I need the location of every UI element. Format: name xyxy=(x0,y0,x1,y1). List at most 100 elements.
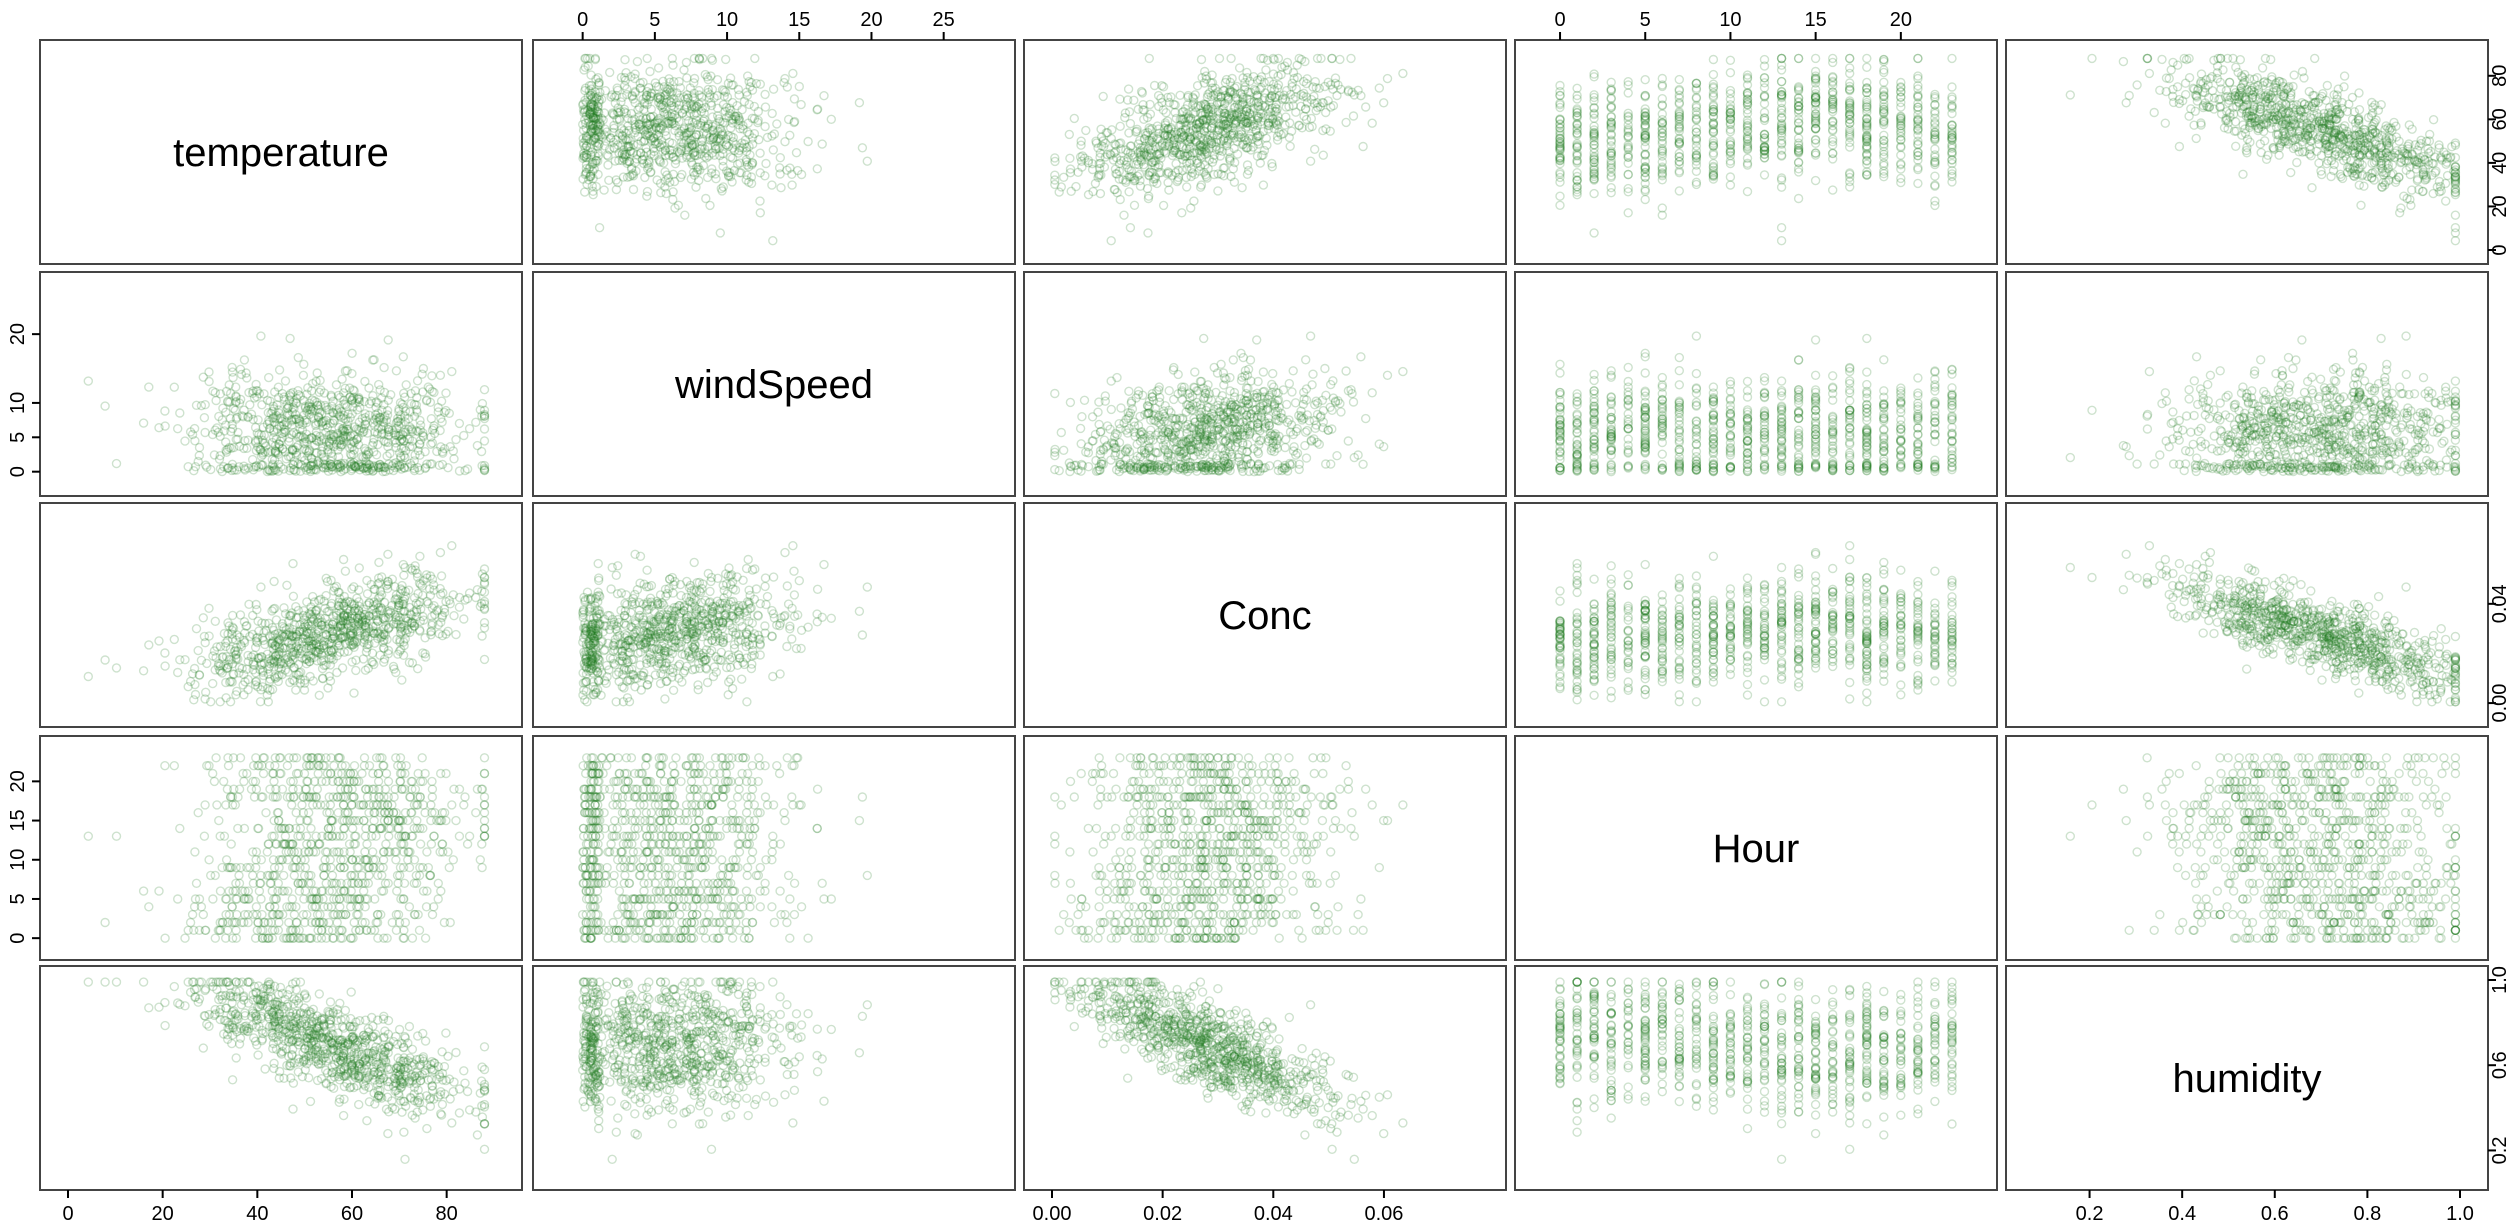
scatter-point xyxy=(587,108,597,118)
scatter-point xyxy=(705,200,715,211)
scatter-point xyxy=(586,169,596,180)
scatter-point xyxy=(1623,88,1633,98)
scatter-point xyxy=(374,379,384,390)
scatter-point xyxy=(1087,412,1098,422)
scatter-point xyxy=(711,135,721,146)
scatter-point xyxy=(1124,386,1134,396)
scatter-point xyxy=(669,93,679,104)
scatter-point xyxy=(689,147,699,158)
scatter-point xyxy=(1125,118,1136,129)
scatter-point xyxy=(581,53,591,64)
scatter-point xyxy=(602,150,612,160)
scatter-point xyxy=(594,107,604,118)
scatter-point xyxy=(617,131,628,141)
scatter-point xyxy=(591,155,602,166)
scatter-point xyxy=(715,136,725,146)
scatter-point xyxy=(606,92,616,102)
scatter-point xyxy=(1196,54,1207,65)
scatter-point xyxy=(1606,182,1616,193)
scatter-point xyxy=(583,131,593,141)
scatter-point xyxy=(1827,185,1838,195)
scatter-point xyxy=(661,89,671,100)
scatter-point xyxy=(735,142,745,153)
scatter-point xyxy=(615,106,626,117)
scatter-point xyxy=(583,114,594,125)
scatter-point xyxy=(621,67,631,78)
scatter-point xyxy=(692,167,702,178)
scatter-point xyxy=(364,383,374,393)
scatter-point xyxy=(689,53,700,64)
scatter-point xyxy=(1947,82,1957,92)
scatter-point xyxy=(654,118,665,128)
scatter-point xyxy=(1163,177,1173,188)
scatter-point xyxy=(659,95,669,105)
scatter-point xyxy=(619,125,629,136)
scatter-point xyxy=(582,53,593,64)
scatter-point xyxy=(682,152,692,163)
scatter-point xyxy=(723,141,734,152)
scatter-point xyxy=(649,150,659,161)
scatter-point xyxy=(614,113,624,124)
scatter-point xyxy=(635,83,646,93)
scatter-point xyxy=(611,134,621,145)
scatter-point xyxy=(714,133,724,143)
scatter-point xyxy=(623,142,633,152)
scatter-point xyxy=(660,126,670,137)
scatter-point xyxy=(1555,200,1565,211)
scatter-point xyxy=(641,90,652,101)
scatter-point xyxy=(707,125,717,136)
scatter-point xyxy=(588,113,598,123)
scatter-point xyxy=(594,127,605,138)
scatter-point xyxy=(586,84,596,94)
scatter-point xyxy=(194,450,205,461)
scatter-point xyxy=(347,348,357,358)
panel-temperature-vs-Conc xyxy=(1050,53,1408,246)
scatter-point xyxy=(1879,77,1889,88)
scatter-point xyxy=(2257,63,2268,73)
scatter-point xyxy=(636,148,646,158)
scatter-point xyxy=(741,87,752,97)
scatter-point xyxy=(694,54,705,65)
scatter-point xyxy=(672,147,683,157)
scatter-point xyxy=(700,144,710,154)
scatter-point xyxy=(731,114,741,124)
scatter-point xyxy=(712,90,723,101)
scatter-point xyxy=(578,138,589,148)
scatter-point xyxy=(2359,181,2369,191)
scatter-point xyxy=(668,169,678,180)
scatter-point xyxy=(674,100,684,110)
scatter-point xyxy=(620,149,630,160)
scatter-point xyxy=(1862,62,1872,73)
scatter-point xyxy=(2339,71,2350,81)
scatter-point xyxy=(585,53,595,64)
scatter-point xyxy=(812,105,822,115)
scatter-point xyxy=(668,152,678,162)
scatter-point xyxy=(623,113,633,124)
scatter-point xyxy=(1374,83,1385,93)
scatter-point xyxy=(667,53,677,64)
scatter-point xyxy=(687,104,697,114)
scatter-point xyxy=(707,112,718,122)
scatter-point xyxy=(725,108,735,119)
scatter-point xyxy=(612,114,622,125)
scatter-point xyxy=(1348,111,1359,121)
scatter-point xyxy=(1177,208,1187,218)
scatter-point xyxy=(660,176,671,186)
scatter-point xyxy=(1065,397,1076,408)
scatter-point xyxy=(586,105,596,115)
scatter-point xyxy=(674,128,684,138)
scatter-point xyxy=(1164,185,1174,195)
scatter-point xyxy=(581,110,592,121)
scatter-point xyxy=(594,77,604,88)
scatter-point xyxy=(744,76,754,87)
scatter-point xyxy=(592,124,603,134)
scatter-point xyxy=(583,91,593,102)
scatter-point xyxy=(1896,150,1906,160)
scatter-point xyxy=(1862,53,1872,64)
scatter-point xyxy=(639,136,649,147)
scatter-point xyxy=(595,119,605,130)
scatter-point xyxy=(172,424,183,434)
scatter-point xyxy=(697,134,708,144)
scatter-point xyxy=(768,235,778,246)
scatter-point xyxy=(647,124,657,134)
